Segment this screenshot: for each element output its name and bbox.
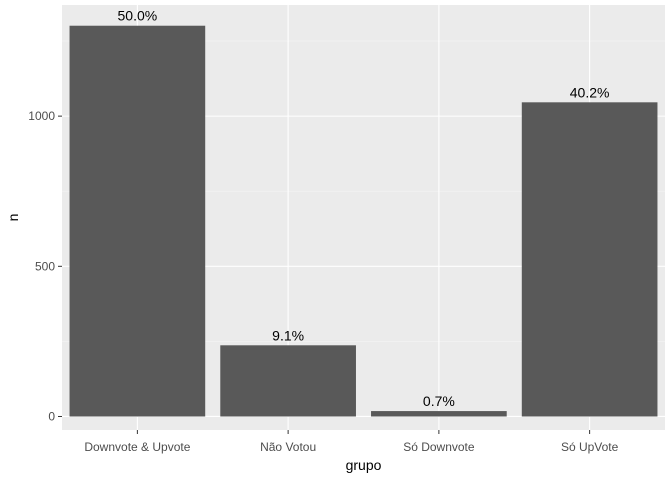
data-label: 9.1% (272, 327, 304, 343)
x-axis-title: grupo (346, 457, 382, 473)
x-tick-label: Só UpVote (561, 440, 619, 454)
x-tick-label: Downvote & Upvote (84, 440, 190, 454)
bar (371, 411, 507, 417)
bar (220, 345, 356, 417)
bars (69, 25, 658, 417)
data-labels: 50.0% 9.1% 0.7% 40.2% (118, 8, 610, 409)
data-label: 0.7% (423, 393, 455, 409)
y-tick-label: 1000 (28, 109, 55, 123)
data-label: 40.2% (570, 84, 610, 100)
x-axis: Downvote & Upvote Não Votou Só Downvote Só … (84, 430, 619, 454)
bar (69, 25, 206, 417)
x-tick-label: Não Votou (260, 440, 316, 454)
x-tick-label: Só Downvote (403, 440, 475, 454)
y-tick-label: 500 (35, 259, 55, 273)
y-axis: 0 500 1000 (28, 109, 62, 423)
y-tick-label: 0 (48, 409, 55, 423)
y-axis-title: n (5, 214, 21, 222)
bar (521, 102, 658, 417)
data-label: 50.0% (118, 8, 158, 24)
